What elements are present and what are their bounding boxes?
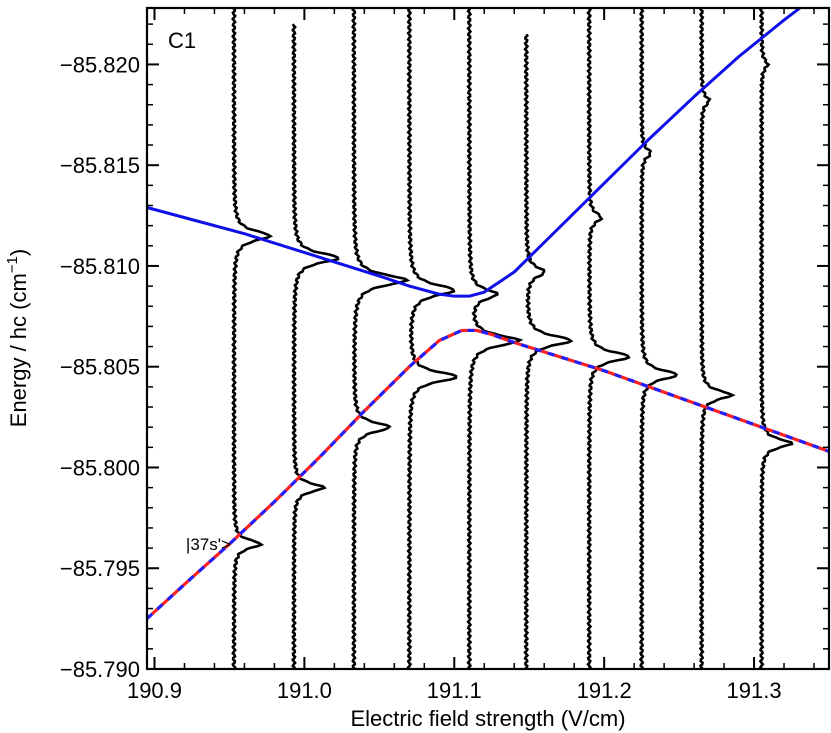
spectrum-trace xyxy=(523,33,574,669)
y-tick-label: −85.810 xyxy=(60,254,140,279)
upper-level-curve-dash xyxy=(147,328,829,620)
y-axis-label-text: Energy / hc (cm xyxy=(6,273,31,427)
spectrum-trace xyxy=(698,8,736,669)
energy-level-curves xyxy=(147,8,829,620)
spectrum-trace xyxy=(758,8,794,669)
axis-ticks: 190.9 191.0 191.1 191.2 191.3 −85.790 −85.795 −… xyxy=(60,8,829,703)
spectrum-trace xyxy=(638,8,679,669)
y-tick-label: −85.805 xyxy=(60,355,140,380)
y-tick-label: −85.790 xyxy=(60,657,140,682)
spectrum-trace xyxy=(466,8,524,669)
x-axis-label: Electric field strength (V/cm) xyxy=(350,706,625,731)
x-tick-label: 191.2 xyxy=(577,678,632,703)
upper-level-curve xyxy=(147,328,829,620)
y-tick-label: −85.820 xyxy=(60,52,140,77)
x-tick-label: 191.3 xyxy=(727,678,782,703)
state-label: |37s'> xyxy=(186,535,231,554)
y-tick-label: −85.800 xyxy=(60,455,140,480)
spectrum-trace xyxy=(231,8,274,669)
spectrum-trace xyxy=(350,8,411,669)
y-axis-label: Energy / hc (cm−1) xyxy=(4,249,31,427)
spectrum-trace xyxy=(291,23,340,669)
spectrum-trace xyxy=(586,8,631,669)
x-tick-label: 191.0 xyxy=(277,678,332,703)
panel-label: C1 xyxy=(168,28,196,53)
y-tick-label: −85.795 xyxy=(60,556,140,581)
x-tick-label: 191.1 xyxy=(427,678,482,703)
x-tick-label: 190.9 xyxy=(127,678,182,703)
lower-level-curve xyxy=(147,8,803,298)
spectra-traces xyxy=(231,8,794,669)
plot-frame xyxy=(145,6,831,671)
spectrum-trace xyxy=(406,8,458,669)
y-axis-label-close: ) xyxy=(6,249,31,256)
y-tick-label: −85.815 xyxy=(60,153,140,178)
y-axis-label-superscript: −1 xyxy=(4,256,21,273)
